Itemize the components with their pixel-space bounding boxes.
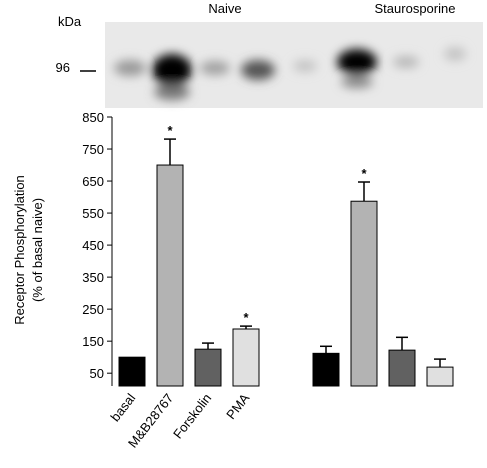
significance-mark: * xyxy=(243,310,249,325)
bar xyxy=(312,352,340,387)
y-tick-label: 350 xyxy=(82,270,104,285)
y-tick-label: 250 xyxy=(82,302,104,317)
group-label: Naive xyxy=(208,1,241,16)
y-tick-label: 750 xyxy=(82,142,104,157)
y-tick-label: 850 xyxy=(82,110,104,125)
y-tick-label: 650 xyxy=(82,174,104,189)
bar xyxy=(156,164,184,387)
y-axis-label: Receptor Phosphorylation xyxy=(12,175,27,325)
bar xyxy=(118,356,146,387)
blot-bands xyxy=(114,47,466,100)
bar xyxy=(388,349,416,387)
group-label: Staurosporine xyxy=(375,1,456,16)
y-tick-label: 150 xyxy=(82,334,104,349)
bar xyxy=(426,366,454,387)
y-tick-label: 550 xyxy=(82,206,104,221)
x-tick-label: basal xyxy=(107,391,138,425)
significance-mark: * xyxy=(167,123,173,138)
x-tick-label: Forskolin xyxy=(170,391,214,442)
y-tick-label: 50 xyxy=(90,366,104,381)
y-axis-label: (% of basal naive) xyxy=(30,198,45,302)
bar xyxy=(232,328,260,387)
bar xyxy=(194,348,222,387)
significance-mark: * xyxy=(361,166,367,181)
x-tick-label: PMA xyxy=(223,390,252,422)
blot-unit: kDa xyxy=(58,14,82,29)
blot-marker: 96 xyxy=(56,60,70,75)
bar xyxy=(350,200,378,387)
y-tick-label: 450 xyxy=(82,238,104,253)
